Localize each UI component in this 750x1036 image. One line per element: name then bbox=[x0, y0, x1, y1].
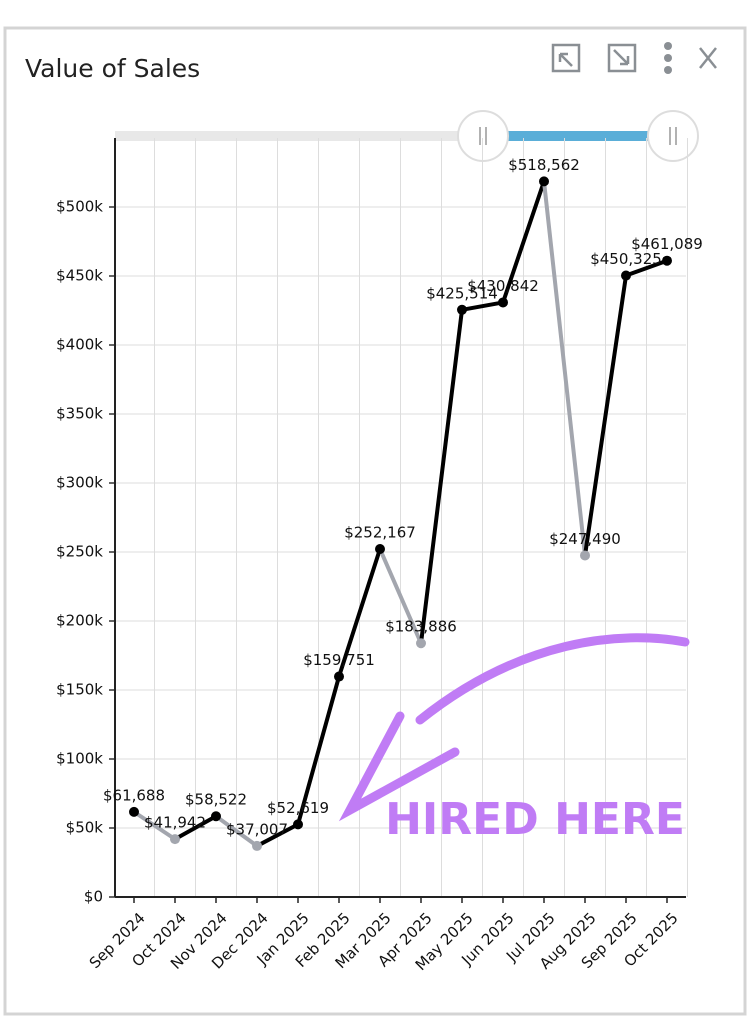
widget-border bbox=[3, 26, 747, 1016]
data-point bbox=[498, 297, 508, 308]
y-tick-label: $0 bbox=[84, 888, 103, 906]
line-segment bbox=[296, 674, 341, 827]
data-point bbox=[170, 834, 180, 845]
data-point bbox=[662, 255, 672, 266]
range-slider[interactable] bbox=[115, 110, 699, 162]
y-tick-label: $50k bbox=[66, 819, 104, 837]
data-label: $183,886 bbox=[385, 618, 457, 636]
data-point bbox=[293, 819, 303, 830]
line-segment bbox=[583, 273, 628, 558]
plot: $61,688 $41,942 $58,522 $37,007 $52,619 $159,… bbox=[103, 156, 703, 851]
y-tick-label: $350k bbox=[56, 405, 103, 423]
line-segment bbox=[337, 547, 382, 679]
annotation-arrow bbox=[338, 633, 690, 822]
line-segment bbox=[132, 809, 177, 842]
data-label: $159,751 bbox=[303, 651, 375, 669]
line-segment bbox=[501, 179, 546, 305]
y-tick-label: $300k bbox=[56, 474, 103, 492]
line-segment bbox=[214, 814, 259, 848]
data-label: $430,842 bbox=[467, 277, 539, 295]
line-segment bbox=[378, 547, 423, 646]
data-point bbox=[539, 176, 549, 187]
data-label: $252,167 bbox=[344, 524, 416, 542]
data-label: $247,490 bbox=[549, 530, 621, 548]
data-label: $58,522 bbox=[185, 791, 247, 809]
data-label: $37,007 bbox=[226, 820, 288, 838]
data-point bbox=[129, 806, 139, 817]
data-label: $461,089 bbox=[631, 235, 703, 253]
collapse-icon[interactable] bbox=[551, 43, 581, 73]
y-tick-label: $150k bbox=[56, 681, 103, 699]
y-tick-label: $400k bbox=[56, 336, 103, 354]
line-segment bbox=[460, 300, 505, 312]
line-segment bbox=[173, 814, 218, 842]
line-segment bbox=[255, 822, 300, 848]
data-point bbox=[375, 544, 385, 555]
line-segment bbox=[419, 307, 464, 646]
expand-icon[interactable] bbox=[607, 43, 637, 73]
data-label: $518,562 bbox=[508, 156, 580, 174]
y-tick-label: $500k bbox=[56, 198, 103, 216]
grid bbox=[109, 138, 688, 903]
y-tick-label: $450k bbox=[56, 267, 103, 285]
data-label: $52,619 bbox=[267, 799, 329, 817]
data-point bbox=[252, 840, 262, 851]
toolbar bbox=[551, 42, 717, 74]
data-label: $61,688 bbox=[103, 786, 165, 804]
y-tick-label: $100k bbox=[56, 750, 103, 768]
data-label: $425,514 bbox=[426, 284, 498, 302]
menu-icon[interactable] bbox=[664, 42, 672, 74]
data-point bbox=[457, 304, 467, 315]
annotation: HIRED HERE bbox=[385, 794, 685, 845]
data-point bbox=[416, 638, 426, 649]
chart-title: Value of Sales bbox=[25, 54, 200, 83]
data-point bbox=[334, 671, 344, 682]
data-label: $450,325 bbox=[590, 250, 662, 268]
y-tick-label: $250k bbox=[56, 543, 103, 561]
line-segment bbox=[624, 258, 669, 278]
close-icon[interactable] bbox=[699, 47, 717, 69]
line-segment bbox=[542, 179, 587, 558]
data-point bbox=[211, 811, 221, 822]
data-point bbox=[621, 270, 631, 281]
data-label: $41,942 bbox=[144, 814, 206, 832]
y-tick-label: $200k bbox=[56, 612, 103, 630]
data-point bbox=[580, 550, 590, 561]
